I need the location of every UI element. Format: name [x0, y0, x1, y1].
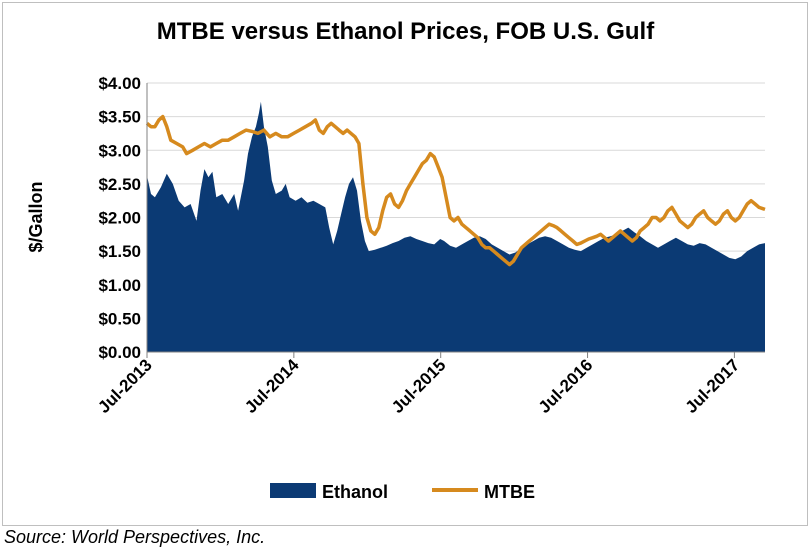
x-tick-labels: Jul-2013 Jul-2014 Jul-2015 Jul-2016 Jul-2017 [94, 355, 743, 417]
legend-swatch-ethanol [270, 483, 316, 498]
y-tick-labels: $0.00 $0.50 $1.00 $1.50 $2.00 $2.50 $3.00 $3.50… [98, 74, 141, 362]
x-tick-label: Jul-2016 [535, 355, 597, 417]
y-tick-label: $3.50 [98, 108, 141, 127]
legend-label-mtbe: MTBE [484, 482, 535, 502]
mtbe-line [145, 114, 766, 267]
y-tick-label: $1.50 [98, 242, 141, 261]
x-tick-label: Jul-2015 [388, 355, 450, 417]
series-layer [145, 101, 766, 352]
y-tick-label: $2.00 [98, 209, 141, 228]
legend: Ethanol MTBE [270, 482, 535, 502]
source-note: Source: World Perspectives, Inc. [4, 527, 266, 547]
axes [146, 83, 765, 358]
y-tick-label: $0.50 [98, 309, 141, 328]
x-tick-label: Jul-2013 [94, 355, 156, 417]
legend-label-ethanol: Ethanol [322, 482, 388, 502]
y-tick-label: $0.00 [98, 343, 141, 362]
y-tick-label: $1.00 [98, 276, 141, 295]
x-tick-label: Jul-2017 [682, 355, 744, 417]
y-tick-label: $2.50 [98, 175, 141, 194]
ethanol-area [147, 101, 765, 352]
y-axis-label: $/Gallon [26, 181, 46, 252]
chart-title: MTBE versus Ethanol Prices, FOB U.S. Gul… [156, 18, 655, 45]
y-tick-label: $4.00 [98, 74, 141, 93]
y-tick-label: $3.00 [98, 141, 141, 160]
x-tick-label: Jul-2014 [241, 355, 303, 417]
